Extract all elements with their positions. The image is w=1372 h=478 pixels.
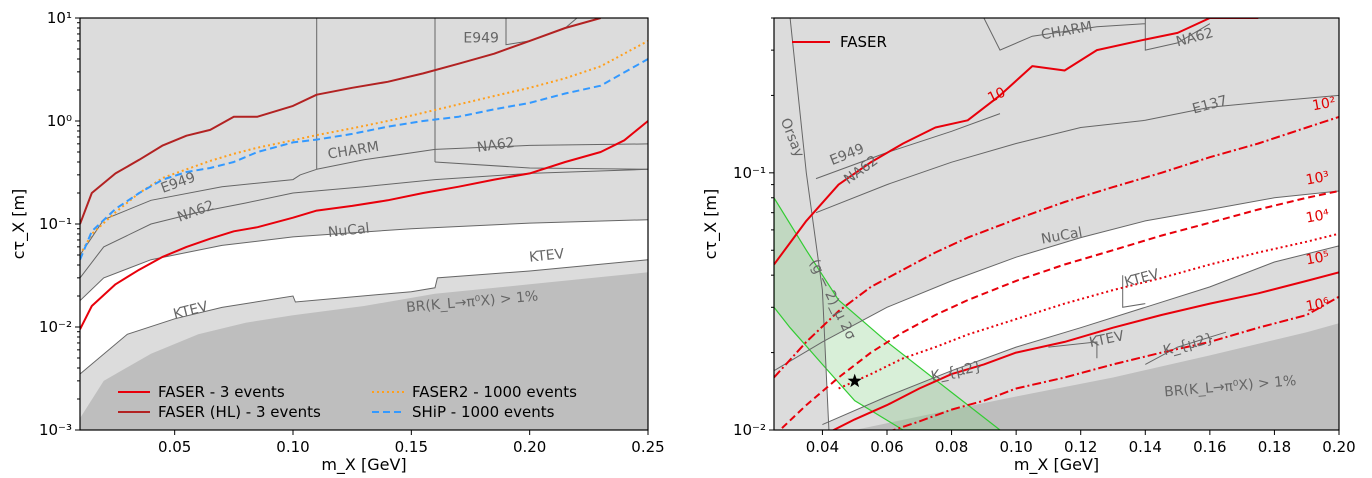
x-tick-label: 0.25	[631, 438, 664, 456]
g-2-band	[774, 196, 1001, 430]
x-tick-label: 0.18	[1258, 438, 1291, 456]
series-line	[80, 18, 601, 225]
ktev-inner-boundary	[1122, 275, 1146, 308]
br-region	[80, 272, 648, 430]
region-label: NuCal	[327, 221, 370, 241]
x-tick-label: 0.12	[1064, 438, 1097, 456]
legend: FASER	[792, 33, 887, 51]
na62-lower-boundary	[80, 168, 648, 279]
series-line	[774, 18, 1259, 266]
x-tick-label: 0.16	[1193, 438, 1226, 456]
legend: FASER - 3 events FASER (HL) - 3 events FAS…	[118, 383, 577, 421]
plot-frame	[79, 17, 649, 431]
contour-label: 10⁴	[1305, 207, 1331, 227]
x-axis-label: m_X [GeV]	[1014, 455, 1099, 475]
excluded-region-upper	[774, 18, 1339, 371]
x-tick-label: 0.10	[999, 438, 1032, 456]
contour-label: 10⁶	[1305, 295, 1331, 315]
x-tick-label: 0.06	[870, 438, 903, 456]
x-tick-label: 0.10	[276, 438, 309, 456]
y-tick-label: 10⁻²	[39, 318, 72, 336]
region-label: NuCal	[1040, 225, 1084, 248]
x-tick-label: 0.05	[158, 438, 191, 456]
star-marker	[847, 373, 862, 388]
x-tick-label: 0.08	[935, 438, 968, 456]
region-label: NA62	[476, 135, 516, 156]
nucal-boundary	[80, 219, 648, 302]
series-line	[80, 58, 648, 261]
nucal-boundary	[774, 190, 1339, 372]
y-tick-label: 10⁻²	[733, 421, 766, 439]
x-tick-label: 0.04	[806, 438, 839, 456]
x-tick-label: 0.14	[1129, 438, 1162, 456]
y-tick-label: 10⁻¹	[39, 215, 72, 233]
region-label: E949	[463, 30, 499, 46]
series-line	[774, 115, 1339, 379]
series-line	[838, 232, 1339, 390]
ktev-boundary	[822, 245, 1339, 426]
region-label: CHARM	[327, 139, 381, 163]
plot-frame	[773, 17, 1340, 431]
legend-label: FASER (HL) - 3 events	[158, 403, 321, 421]
y-tick-label: 10⁻³	[39, 421, 72, 439]
region-label: KTEV	[1088, 328, 1126, 351]
series-line	[80, 40, 648, 256]
legend-label: FASER2 - 1000 events	[412, 383, 577, 401]
e137-boundary	[815, 94, 1339, 214]
x-tick-label: 0.15	[395, 438, 428, 456]
series-line	[890, 295, 1339, 430]
legend-label: FASER	[840, 33, 887, 51]
ktev-boundary	[80, 259, 648, 375]
y-tick-label: 10¹	[47, 9, 72, 27]
x-axis-label: m_X [GeV]	[321, 455, 406, 475]
kmu2-boundary	[1145, 331, 1227, 365]
charm-boundary	[983, 18, 1146, 51]
na62-upper-boundary	[434, 161, 648, 170]
series-line	[778, 190, 1339, 430]
contour-label: 10	[985, 85, 1008, 107]
series-line	[831, 271, 1339, 430]
y-axis-label: cτ_X [m]	[9, 189, 29, 260]
legend-label: SHiP - 1000 events	[412, 403, 555, 421]
contour-label: 10⁵	[1305, 249, 1331, 269]
orsay-boundary	[774, 18, 830, 430]
orsay-region	[774, 18, 829, 430]
y-tick-label: 10⁻¹	[733, 164, 766, 182]
series-line	[80, 120, 648, 330]
contour-label: 10³	[1305, 169, 1331, 189]
x-tick-label: 0.20	[513, 438, 546, 456]
y-axis-label: cτ_X [m]	[701, 189, 721, 260]
br-region	[854, 323, 1339, 430]
contour-label: 10²	[1311, 94, 1337, 114]
na62-boundary	[1144, 18, 1211, 51]
x-tick-label: 0.20	[1322, 438, 1355, 456]
legend-label: FASER - 3 events	[158, 383, 285, 401]
kmu2-boundary	[1048, 341, 1098, 359]
region-label: KTEV	[528, 246, 565, 266]
y-tick-label: 10⁰	[47, 112, 72, 130]
e949-boundary	[815, 113, 1001, 180]
